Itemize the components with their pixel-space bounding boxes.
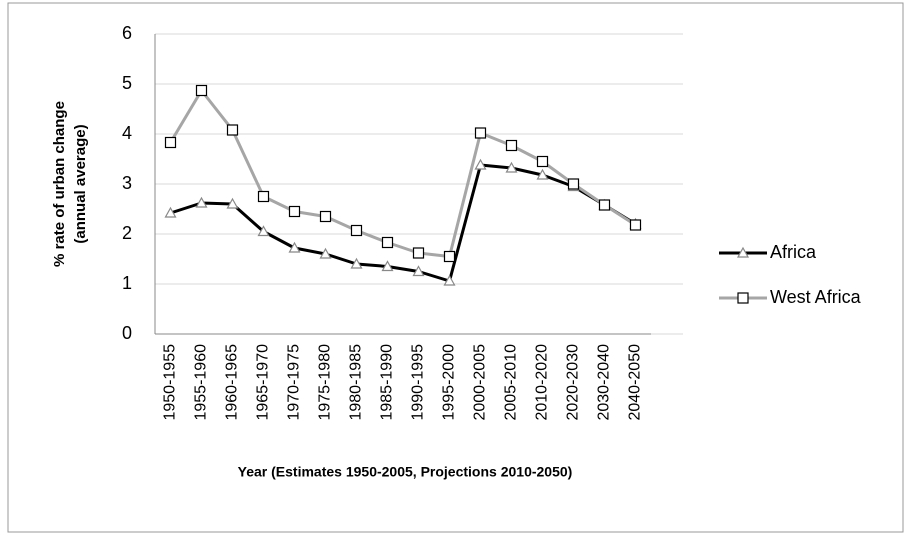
triangle-marker (257, 225, 270, 237)
x-tick-label: 2030-2040 (596, 344, 613, 421)
y-tick-label: 5 (122, 73, 132, 93)
square-marker (164, 136, 177, 149)
y-tick-label: 6 (122, 23, 132, 43)
square-marker (381, 236, 394, 249)
x-tick-label: 1965-1970 (255, 344, 272, 421)
series-line (170, 163, 637, 283)
triangle-marker (164, 206, 177, 218)
triangle-marker (536, 168, 549, 180)
square-marker (412, 247, 425, 259)
triangle-marker (288, 241, 301, 253)
x-tick-label: 1995-2000 (441, 344, 458, 421)
y-tick-label: 1 (122, 273, 132, 293)
x-tick-label: 1950-1955 (162, 344, 179, 421)
square-marker (226, 124, 239, 136)
chart-border (7, 2, 904, 533)
triangle-marker (443, 274, 456, 286)
x-tick-label: 1990-1995 (410, 344, 427, 421)
x-tick-label: 2010-2020 (534, 344, 551, 421)
square-marker (536, 155, 549, 168)
y-tick-label: 0 (122, 323, 132, 343)
x-axis-title: Year (Estimates 1950-2005, Projections 2… (238, 464, 573, 480)
y-tick-label: 3 (122, 173, 132, 193)
square-marker (629, 219, 642, 231)
legend-label: West Africa (770, 287, 862, 307)
square-marker (288, 205, 301, 218)
square-marker (474, 127, 487, 139)
square-marker (319, 210, 332, 223)
square-marker (443, 250, 456, 263)
y-tick-label: 4 (122, 123, 132, 143)
x-tick-label: 1975-1980 (317, 344, 334, 421)
triangle-marker (195, 196, 208, 208)
x-tick-label: 1985-1990 (379, 344, 396, 421)
triangle-marker (412, 265, 425, 277)
x-tick-label: 2020-2030 (565, 344, 582, 421)
x-tick-label: 1955-1960 (193, 344, 210, 421)
series-line (169, 89, 637, 258)
triangle-marker (319, 247, 332, 259)
triangle-marker (474, 158, 487, 170)
square-marker (195, 84, 208, 97)
x-tick-label: 2005-2010 (503, 344, 520, 421)
square-marker (567, 178, 580, 190)
x-tick-label: 2040-2050 (627, 344, 644, 421)
square-marker (598, 199, 611, 211)
triangle-marker (381, 260, 394, 272)
square-marker (350, 224, 363, 237)
legend-label: Africa (770, 242, 817, 262)
y-axis-title: % rate of urban change (51, 101, 68, 267)
square-marker (505, 139, 518, 152)
square-marker (737, 292, 749, 304)
x-tick-label: 1970-1975 (286, 344, 303, 421)
triangle-marker (505, 161, 518, 173)
x-tick-label: 2000-2005 (472, 344, 489, 421)
y-axis-title: (annual average) (72, 124, 89, 243)
square-marker (257, 190, 270, 203)
x-tick-label: 1960-1965 (224, 344, 241, 421)
triangle-marker (736, 246, 750, 258)
y-tick-label: 2 (122, 223, 132, 243)
triangle-marker (350, 257, 363, 269)
triangle-marker (226, 197, 239, 209)
x-tick-label: 1980-1985 (348, 344, 365, 421)
